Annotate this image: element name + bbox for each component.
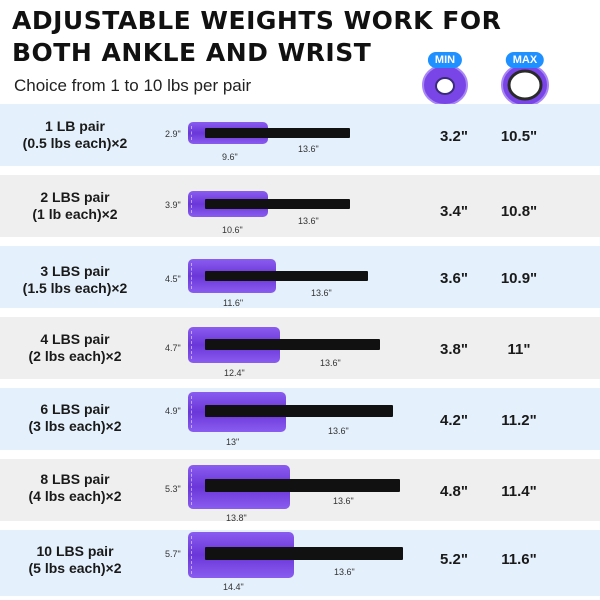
page-title-line1: ADJUSTABLE WEIGHTS WORK FOR — [12, 6, 502, 35]
min-circumference: 4.8" — [440, 483, 468, 500]
weight-label: 1 LB pair (0.5 lbs each)×2 — [0, 118, 150, 152]
weight-label-line1: 10 LBS pair — [36, 543, 114, 559]
strap-length: 13.6" — [311, 288, 332, 298]
pad-height: 4.9" — [165, 406, 181, 416]
weight-label: 6 LBS pair (3 lbs each)×2 — [0, 401, 150, 435]
page-subtitle: Choice from 1 to 10 lbs per pair — [14, 76, 252, 95]
pad-height: 5.7" — [165, 549, 181, 559]
pad-length: 9.6" — [222, 152, 238, 162]
weight-label: 4 LBS pair (2 lbs each)×2 — [0, 331, 150, 365]
strap-length: 13.6" — [328, 426, 349, 436]
max-circumference: 11.4" — [501, 483, 537, 500]
weight-strap — [205, 479, 400, 492]
min-ring-icon — [422, 64, 468, 106]
max-ring-icon — [501, 63, 549, 107]
weight-strap — [205, 339, 380, 350]
weight-label-line2: (1 lb each)×2 — [32, 206, 118, 222]
weight-row: 4 LBS pair (2 lbs each)×2 4.7" 12.4" 13.… — [0, 317, 600, 379]
weight-strap — [205, 128, 350, 138]
pad-length: 14.4" — [223, 582, 244, 592]
strap-length: 13.6" — [298, 216, 319, 226]
pad-length: 13" — [226, 437, 240, 447]
min-circumference: 5.2" — [440, 551, 468, 568]
pad-height: 2.9" — [165, 129, 181, 139]
min-badge: MIN — [427, 52, 463, 68]
weight-row: 6 LBS pair (3 lbs each)×2 4.9" 13" 13.6"… — [0, 388, 600, 450]
weight-label: 3 LBS pair (1.5 lbs each)×2 — [0, 263, 150, 297]
weight-label-line2: (1.5 lbs each)×2 — [22, 280, 128, 296]
weight-label-line1: 1 LB pair — [45, 118, 105, 134]
min-circumference: 3.4" — [440, 203, 468, 220]
weight-label-line1: 2 LBS pair — [40, 189, 110, 205]
weight-row: 10 LBS pair (5 lbs each)×2 5.7" 14.4" 13… — [0, 530, 600, 596]
weight-label-line2: (0.5 lbs each)×2 — [22, 135, 128, 151]
min-circumference: 3.8" — [440, 341, 468, 358]
pad-length: 11.6" — [223, 298, 244, 308]
weight-row: 1 LB pair (0.5 lbs each)×2 2.9" 9.6" 13.… — [0, 104, 600, 166]
weight-label-line2: (4 lbs each)×2 — [28, 488, 122, 504]
weight-label: 10 LBS pair (5 lbs each)×2 — [0, 543, 150, 577]
weight-row: 8 LBS pair (4 lbs each)×2 5.3" 13.8" 13.… — [0, 459, 600, 523]
max-circumference: 10.8" — [500, 203, 538, 220]
pad-height: 4.7" — [165, 343, 181, 353]
strap-length: 13.6" — [333, 496, 354, 506]
strap-length: 13.6" — [320, 358, 341, 368]
strap-length: 13.6" — [298, 144, 319, 154]
weight-strap — [205, 271, 368, 281]
weight-label-line1: 6 LBS pair — [40, 401, 110, 417]
min-circumference: 3.2" — [440, 128, 468, 145]
weight-label-line2: (5 lbs each)×2 — [28, 560, 122, 576]
min-circumference: 3.6" — [440, 270, 468, 287]
max-circumference: 10.5" — [500, 128, 538, 145]
max-ring-illustration: MAX — [496, 52, 554, 108]
strap-length: 13.6" — [334, 567, 355, 577]
max-circumference: 10.9" — [500, 270, 538, 287]
max-circumference: 11.2" — [501, 412, 537, 429]
weight-row: 2 LBS pair (1 lb each)×2 3.9" 10.6" 13.6… — [0, 175, 600, 237]
pad-height: 3.9" — [165, 200, 181, 210]
pad-length: 13.8" — [226, 513, 247, 523]
weight-row: 3 LBS pair (1.5 lbs each)×2 4.5" 11.6" 1… — [0, 246, 600, 308]
pad-height: 5.3" — [165, 484, 181, 494]
max-badge: MAX — [505, 52, 545, 68]
max-circumference: 11" — [507, 341, 531, 358]
weight-label-line2: (3 lbs each)×2 — [28, 418, 122, 434]
max-circumference: 11.6" — [501, 551, 537, 568]
pad-height: 4.5" — [165, 274, 181, 284]
weight-strap — [205, 405, 393, 417]
page-title-line2: BOTH ANKLE AND WRIST — [12, 38, 372, 67]
pad-length: 10.6" — [222, 225, 243, 235]
weight-label-line2: (2 lbs each)×2 — [28, 348, 122, 364]
min-ring-illustration: MIN — [416, 52, 474, 108]
weight-strap — [205, 547, 403, 560]
weight-label-line1: 3 LBS pair — [40, 263, 110, 279]
weight-label-line1: 4 LBS pair — [40, 331, 110, 347]
pad-length: 12.4" — [224, 368, 245, 378]
weight-label: 8 LBS pair (4 lbs each)×2 — [0, 471, 150, 505]
weight-label-line1: 8 LBS pair — [40, 471, 110, 487]
weight-strap — [205, 199, 350, 209]
min-circumference: 4.2" — [440, 412, 468, 429]
weight-label: 2 LBS pair (1 lb each)×2 — [0, 189, 150, 223]
